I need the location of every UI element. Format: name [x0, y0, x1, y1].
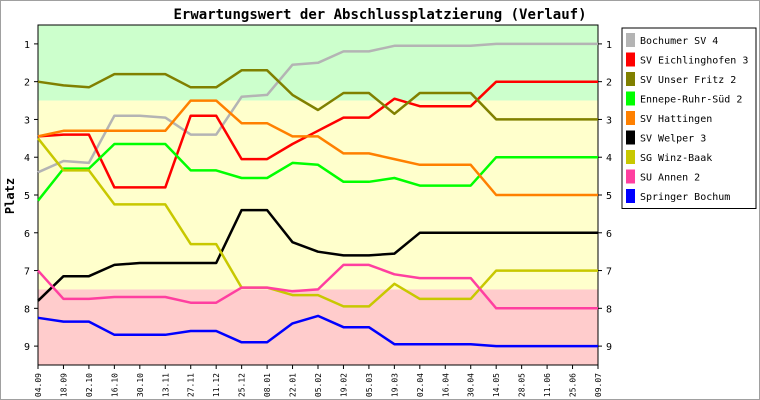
series-line	[37, 263, 598, 310]
series-line	[37, 208, 598, 302]
x-tick-label: 09.07	[594, 373, 603, 397]
legend-swatch	[626, 150, 635, 164]
series-line	[37, 42, 598, 174]
y-axis-label: Platz	[3, 178, 17, 214]
x-tick-label: 08.01	[263, 373, 272, 397]
series-line	[37, 80, 598, 189]
y-tick-label-left: 4	[24, 153, 30, 164]
x-tick-label: 16.04	[441, 373, 450, 397]
x-tick-label: 25.06	[569, 373, 578, 397]
x-tick-label: 30.10	[136, 373, 145, 397]
series-line	[37, 99, 598, 197]
legend-entry: SV Hattingen	[640, 114, 712, 125]
x-tick-label: 05.03	[365, 373, 374, 397]
x-tick-label: 28.05	[518, 373, 527, 397]
x-tick-label: 19.02	[339, 373, 348, 397]
x-tick-label: 11.06	[543, 373, 552, 397]
legend-entry: SG Winz-Baak	[640, 153, 712, 164]
legend-box	[621, 27, 757, 209]
x-axis: 04.09 18.09 02.10 16.10 30.10 13.11 27.11 11.12…	[34, 365, 603, 397]
legend-swatch	[626, 33, 635, 47]
y-tick-label-right: 1	[606, 40, 612, 51]
y-axis-left: 1 2 3 4 5 6 7 8 9	[24, 40, 38, 353]
x-tick-label: 13.11	[161, 373, 170, 397]
legend-swatch	[626, 169, 635, 184]
legend-swatch	[626, 189, 635, 203]
legend-entry: SU Annen 2	[640, 173, 700, 184]
y-tick-label-right: 4	[606, 153, 612, 164]
legend-entry: Springer Bochum	[640, 192, 730, 203]
legend-swatch	[626, 52, 635, 67]
series-line	[37, 142, 598, 202]
y-tick-label-left: 2	[24, 78, 30, 89]
legend-entry: Bochumer SV 4	[640, 36, 718, 47]
y-tick-label-left: 3	[24, 115, 30, 126]
series-line	[37, 314, 598, 348]
x-tick-label: 04.09	[34, 373, 43, 397]
x-tick-label: 05.02	[314, 373, 323, 397]
series-line	[37, 69, 598, 121]
y-tick-label-right: 5	[606, 191, 612, 202]
chart-title: Erwartungswert der Abschlussplatzierung …	[173, 7, 586, 23]
x-tick-label: 30.04	[467, 373, 476, 397]
x-tick-label: 18.09	[59, 373, 68, 397]
y-tick-label-left: 7	[24, 267, 30, 278]
legend: Bochumer SV 4 SV Eichlinghofen 3 SV Unser …	[621, 27, 757, 209]
legend-swatch	[626, 130, 635, 145]
y-tick-label-right: 8	[606, 304, 612, 315]
y-tick-label-left: 8	[24, 304, 30, 315]
legend-swatch	[626, 111, 635, 125]
legend-entry: Ennepe-Ruhr-Süd 2	[640, 95, 742, 106]
x-tick-label: 14.05	[492, 373, 501, 397]
y-tick-label-right: 9	[606, 342, 612, 353]
x-tick-label: 16.10	[110, 373, 119, 397]
legend-swatch	[626, 72, 635, 86]
legend-swatch	[626, 91, 635, 106]
y-tick-label-left: 6	[24, 229, 30, 240]
zone-band-3	[38, 289, 598, 365]
legend-entry: SV Eichlinghofen 3	[640, 56, 748, 67]
x-tick-label: 27.11	[187, 373, 196, 397]
y-tick-label-right: 3	[606, 115, 612, 126]
y-tick-label-right: 7	[606, 267, 612, 278]
x-tick-label: 19.03	[390, 373, 399, 397]
y-tick-label-right: 2	[606, 78, 612, 89]
legend-entry: SV Unser Fritz 2	[640, 75, 736, 86]
y-tick-label-left: 5	[24, 191, 30, 202]
x-tick-label: 02.10	[85, 373, 94, 397]
y-tick-label-right: 6	[606, 229, 612, 240]
x-tick-label: 25.12	[238, 373, 247, 397]
x-tick-label: 11.12	[212, 373, 221, 397]
series-lines	[37, 42, 598, 348]
y-axis-right: 1 2 3 4 5 6 7 8 9	[598, 40, 612, 353]
legend-entry: SV Welper 3	[640, 134, 706, 145]
series-line	[37, 137, 598, 308]
y-tick-label-left: 9	[24, 342, 30, 353]
x-tick-label: 02.04	[416, 373, 425, 397]
x-tick-label: 22.01	[289, 373, 298, 397]
y-tick-label-left: 1	[24, 40, 30, 51]
